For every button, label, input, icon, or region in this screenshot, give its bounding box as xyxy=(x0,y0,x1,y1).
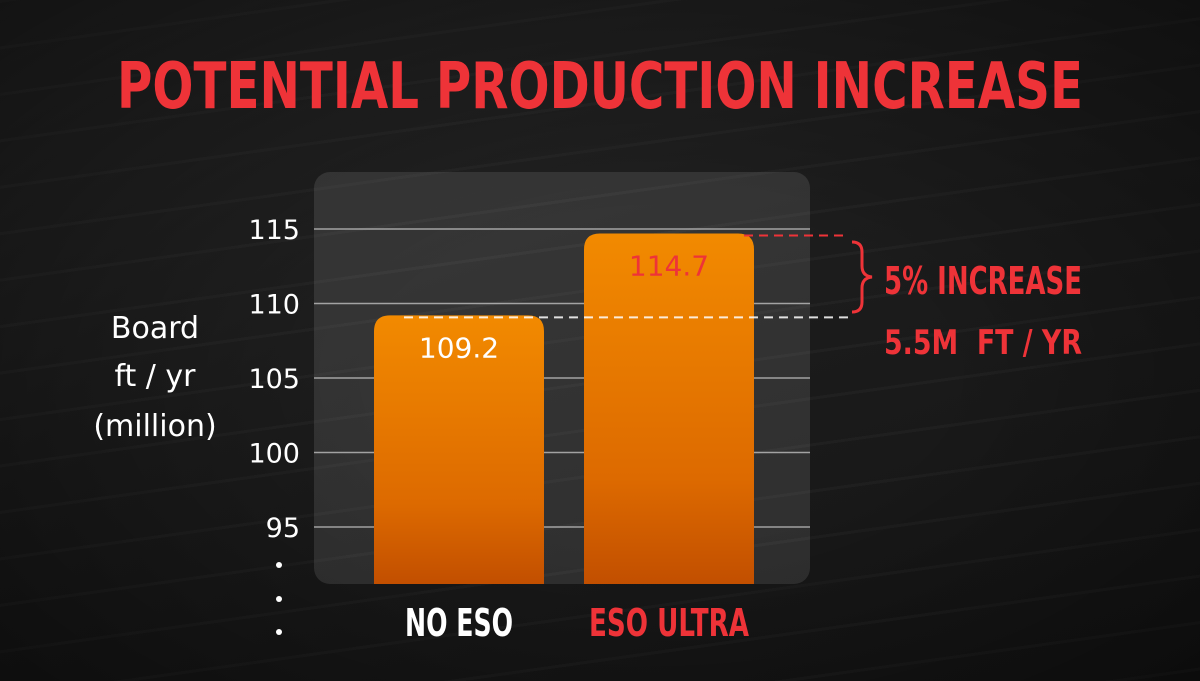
y-tick-label: 100 xyxy=(248,439,300,470)
category-labels: NO ESO ESO ULTRA xyxy=(405,601,749,645)
bar xyxy=(374,315,544,584)
increase-annotation: 5% INCREASE xyxy=(884,259,1082,303)
axis-break-dot xyxy=(276,629,282,635)
y-tick-labels: 115 110 105 100 95 xyxy=(248,215,300,544)
y-tick-label: 95 xyxy=(266,513,300,544)
bar-value-label: 109.2 xyxy=(419,331,499,364)
axis-break-dot xyxy=(276,596,282,602)
y-tick-label: 110 xyxy=(248,290,300,321)
bar xyxy=(584,233,754,584)
y-axis-label: Board ft / yr (million) xyxy=(93,311,216,444)
axis-break-dot xyxy=(276,562,282,568)
y-axis-label-line: ft / yr xyxy=(114,359,196,394)
category-label: ESO ULTRA xyxy=(589,601,749,645)
bar-value-label: 114.7 xyxy=(629,249,709,282)
y-tick-label: 115 xyxy=(248,215,300,246)
increase-brace xyxy=(851,240,873,314)
y-axis-label-line: (million) xyxy=(93,409,216,444)
bar-value-labels: 109.2 114.7 xyxy=(419,249,709,364)
reference-lines xyxy=(404,234,848,319)
category-label: NO ESO xyxy=(405,601,513,645)
increase-amount-annotation: 5.5M FT / YR xyxy=(884,323,1082,363)
chart-title: POTENTIAL PRODUCTION INCREASE xyxy=(117,50,1083,124)
axis-break-dots xyxy=(276,562,282,635)
y-axis-label-line: Board xyxy=(111,311,199,346)
y-tick-label: 105 xyxy=(248,364,300,395)
bars xyxy=(374,233,754,584)
